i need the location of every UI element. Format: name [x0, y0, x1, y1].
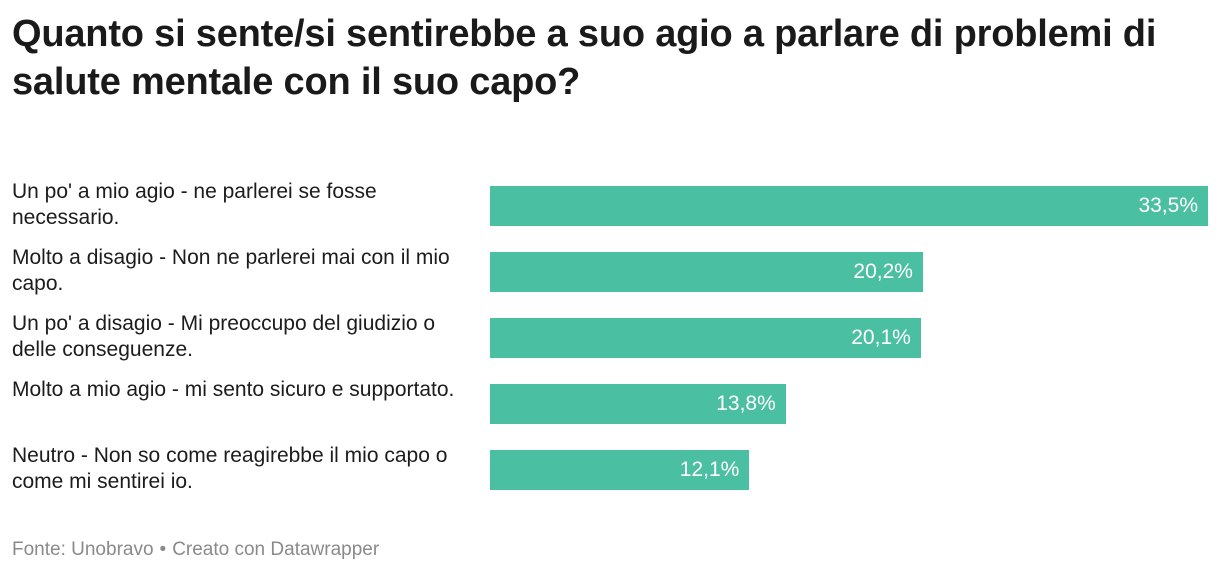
- category-label: Un po' a mio agio - ne parlerei se fosse…: [12, 180, 377, 229]
- bar: 33,5%: [490, 186, 1208, 226]
- bar-value-label: 20,2%: [853, 260, 913, 283]
- category-label: Un po' a disagio - Mi preoccupo del giud…: [12, 312, 436, 361]
- bar: 20,1%: [490, 318, 921, 358]
- bar: 12,1%: [490, 450, 750, 490]
- bar-value-label: 20,1%: [851, 326, 911, 349]
- bar-value-label: 33,5%: [1138, 194, 1198, 217]
- bar-value-label: 12,1%: [679, 458, 740, 481]
- credit-note: Creato con Datawrapper: [172, 539, 380, 560]
- bar-value-label: 13,8%: [716, 392, 776, 415]
- bar: 20,2%: [490, 252, 923, 292]
- footer-separator: •: [159, 539, 167, 560]
- category-label: Neutro - Non so come reagirebbe il mio c…: [12, 444, 448, 493]
- category-label: Molto a mio agio - mi sento sicuro e sup…: [12, 378, 455, 401]
- source-note: Fonte: Unobravo: [12, 539, 154, 560]
- chart-footer: Fonte: Unobravo • Creato con Datawrapper: [12, 538, 379, 562]
- chart-title: Quanto si sente/si sentirebbe a suo agio…: [12, 13, 1157, 103]
- category-label: Molto a disagio - Non ne parlerei mai co…: [12, 246, 450, 295]
- bar: 13,8%: [490, 384, 786, 424]
